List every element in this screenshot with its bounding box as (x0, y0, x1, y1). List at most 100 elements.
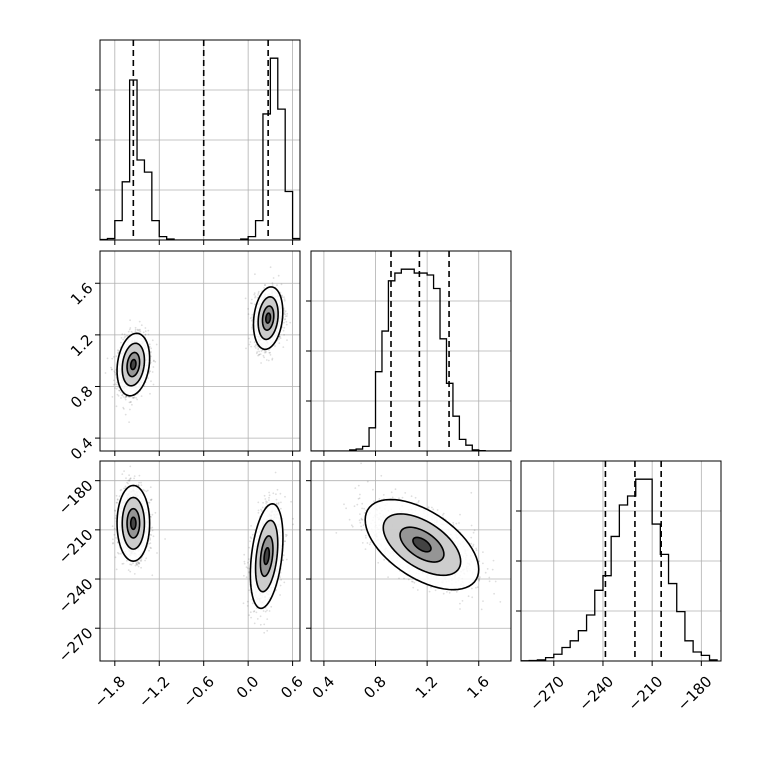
scatter-point (113, 533, 116, 536)
scatter-point (140, 324, 143, 327)
scatter-point (149, 351, 152, 354)
scatter-point (144, 330, 147, 333)
scatter-point (113, 370, 116, 373)
scatter-point (142, 488, 145, 491)
scatter-point (132, 562, 134, 565)
scatter-point (271, 357, 274, 360)
scatter-point (250, 298, 253, 301)
scatter-point (256, 296, 259, 299)
scatter-point (250, 319, 253, 322)
scatter-point (264, 351, 267, 354)
scatter-point (136, 398, 139, 401)
scatter-point (127, 482, 129, 485)
scatter-point (117, 349, 119, 351)
scatter-point (104, 372, 107, 374)
axes-frame (99, 39, 301, 241)
scatter-point (150, 516, 152, 518)
scatter-point (122, 396, 125, 398)
scatter-point (114, 383, 117, 386)
scatter-point (277, 338, 280, 341)
scatter-point (289, 321, 292, 324)
scatter-point (127, 330, 130, 333)
scatter-point (271, 284, 274, 286)
scatter-point (257, 501, 260, 504)
scatter-point (115, 355, 118, 358)
scatter-point (118, 389, 121, 392)
scatter-point (280, 283, 283, 286)
scatter-point (253, 345, 256, 348)
scatter-point (271, 358, 274, 361)
scatter-point (151, 529, 154, 532)
scatter-point (263, 287, 265, 289)
scatter-point (151, 526, 154, 529)
scatter-point (245, 576, 248, 579)
scatter-point (254, 344, 257, 347)
scatter-point (152, 360, 155, 362)
scatter-point (126, 559, 128, 562)
scatter-point (143, 489, 146, 492)
scatter-point (269, 351, 271, 354)
scatter-point (123, 470, 125, 472)
scatter-point (115, 405, 118, 408)
scatter-point (116, 551, 119, 554)
scatter-point (150, 347, 153, 350)
scatter-point (283, 298, 286, 300)
scatter-point (124, 413, 127, 416)
scatter-point (116, 498, 119, 501)
scatter-point (268, 349, 270, 351)
scatter-point (114, 517, 117, 519)
scatter-point (118, 552, 120, 555)
scatter-point (133, 475, 136, 477)
scatter-point (140, 560, 143, 562)
y-tick-label: 1.6 (67, 279, 97, 309)
scatter-point (138, 562, 141, 565)
scatter-point (260, 350, 263, 352)
scatter-point (140, 481, 142, 484)
scatter-point (253, 292, 256, 294)
scatter-point (251, 314, 254, 316)
scatter-point (277, 274, 280, 277)
scatter-point (284, 318, 287, 320)
scatter-point (257, 347, 260, 349)
scatter-point (258, 350, 260, 353)
scatter-point (156, 552, 158, 554)
scatter-point (151, 339, 154, 342)
scatter-point (130, 330, 133, 333)
y-tick-label: 0.4 (67, 434, 97, 464)
scatter-point (149, 542, 152, 545)
scatter-point (132, 397, 135, 399)
scatter-point (253, 622, 256, 625)
scatter-point (124, 397, 126, 399)
scatter-point (268, 491, 270, 494)
scatter-point (248, 571, 250, 574)
scatter-point (146, 489, 149, 492)
scatter-point (284, 310, 287, 312)
scatter-point (283, 321, 285, 324)
scatter-point (137, 561, 140, 564)
scatter-point (140, 558, 143, 561)
scatter-point (283, 296, 285, 299)
scatter-point (148, 549, 150, 552)
scatter-point (266, 629, 269, 632)
scatter-point (114, 371, 116, 374)
scatter-point (254, 295, 257, 298)
scatter-point (111, 525, 114, 528)
scatter-point (281, 294, 284, 297)
scatter-point (124, 335, 127, 338)
scatter-point (117, 350, 120, 352)
scatter-point (128, 479, 131, 482)
scatter-point (274, 345, 276, 347)
scatter-point (283, 318, 286, 321)
panel-0-0 (95, 39, 301, 245)
scatter-point (124, 485, 127, 488)
scatter-point (122, 338, 124, 341)
scatter-point (112, 383, 115, 386)
scatter-point (249, 611, 252, 614)
scatter-point (119, 391, 122, 394)
scatter-point (154, 511, 157, 514)
scatter-point (115, 494, 118, 497)
scatter-point (264, 498, 267, 500)
scatter-point (152, 535, 155, 538)
scatter-point (150, 355, 152, 358)
scatter-point (120, 337, 123, 339)
